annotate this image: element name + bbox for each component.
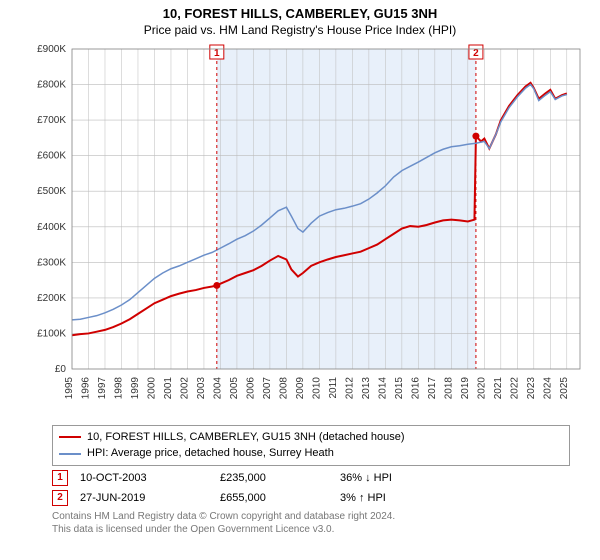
svg-text:2023: 2023 <box>526 376 537 399</box>
legend-row: HPI: Average price, detached house, Surr… <box>59 445 563 462</box>
svg-text:1999: 1999 <box>130 376 141 399</box>
svg-text:2016: 2016 <box>410 376 421 399</box>
svg-text:2013: 2013 <box>361 376 372 399</box>
svg-text:2010: 2010 <box>311 376 322 399</box>
svg-text:2014: 2014 <box>377 376 388 399</box>
sale-delta: 3% ↑ HPI <box>340 492 460 504</box>
legend-row: 10, FOREST HILLS, CAMBERLEY, GU15 3NH (d… <box>59 429 563 446</box>
svg-text:2006: 2006 <box>245 376 256 399</box>
svg-text:2011: 2011 <box>328 376 339 398</box>
sale-delta: 36% ↓ HPI <box>340 472 460 484</box>
svg-text:£0: £0 <box>55 364 67 375</box>
svg-text:2022: 2022 <box>509 376 520 399</box>
legend-label: HPI: Average price, detached house, Surr… <box>87 445 334 462</box>
svg-text:1995: 1995 <box>64 376 75 399</box>
sale-marker-badge: 1 <box>52 470 68 486</box>
sale-marker-badge: 2 <box>52 490 68 506</box>
title-line2: Price paid vs. HM Land Registry's House … <box>0 23 600 39</box>
footnote: Contains HM Land Registry data © Crown c… <box>52 510 570 536</box>
svg-text:£100K: £100K <box>37 328 66 339</box>
svg-text:1998: 1998 <box>113 376 124 399</box>
chart-container: 10, FOREST HILLS, CAMBERLEY, GU15 3NH Pr… <box>0 0 600 560</box>
svg-text:2004: 2004 <box>212 376 223 399</box>
svg-text:£500K: £500K <box>37 186 66 197</box>
sale-date: 10-OCT-2003 <box>80 472 220 484</box>
svg-text:2012: 2012 <box>344 376 355 399</box>
sales-table: 1 10-OCT-2003£235,00036% ↓ HPI 2 27-JUN-201… <box>52 470 570 506</box>
svg-text:2009: 2009 <box>295 376 306 399</box>
svg-text:2002: 2002 <box>179 376 190 399</box>
svg-text:1997: 1997 <box>97 376 108 399</box>
svg-text:2017: 2017 <box>427 376 438 399</box>
svg-text:2000: 2000 <box>146 376 157 399</box>
svg-text:1: 1 <box>214 48 220 59</box>
svg-text:2020: 2020 <box>476 376 487 399</box>
svg-text:£900K: £900K <box>37 44 66 55</box>
svg-text:2025: 2025 <box>559 376 570 399</box>
svg-text:2005: 2005 <box>229 376 240 399</box>
svg-text:£300K: £300K <box>37 257 66 268</box>
svg-text:2007: 2007 <box>262 376 273 399</box>
svg-text:2021: 2021 <box>493 376 504 399</box>
legend-swatch <box>59 453 81 455</box>
legend: 10, FOREST HILLS, CAMBERLEY, GU15 3NH (d… <box>52 425 570 466</box>
sale-date: 27-JUN-2019 <box>80 492 220 504</box>
svg-text:2001: 2001 <box>163 376 174 399</box>
line-chart-svg: £0 £100K £200K £300K £400K £500K £600K £700K £80… <box>20 39 590 419</box>
svg-text:2008: 2008 <box>278 376 289 399</box>
svg-text:£200K: £200K <box>37 293 66 304</box>
svg-text:£400K: £400K <box>37 222 66 233</box>
chart-area: £0 £100K £200K £300K £400K £500K £600K £700K £80… <box>20 39 590 419</box>
footnote-line2: This data is licensed under the Open Gov… <box>52 523 570 536</box>
svg-text:£600K: £600K <box>37 151 66 162</box>
title-line1: 10, FOREST HILLS, CAMBERLEY, GU15 3NH <box>0 0 600 23</box>
svg-text:2018: 2018 <box>443 376 454 399</box>
svg-text:£700K: £700K <box>37 115 66 126</box>
sale-price: £235,000 <box>220 472 340 484</box>
svg-text:2024: 2024 <box>542 376 553 399</box>
footnote-line1: Contains HM Land Registry data © Crown c… <box>52 510 570 523</box>
svg-text:2: 2 <box>473 48 479 59</box>
sale-price: £655,000 <box>220 492 340 504</box>
svg-text:2015: 2015 <box>394 376 405 399</box>
svg-text:£800K: £800K <box>37 79 66 90</box>
svg-text:1996: 1996 <box>80 376 91 399</box>
legend-swatch <box>59 436 81 438</box>
legend-label: 10, FOREST HILLS, CAMBERLEY, GU15 3NH (d… <box>87 429 405 446</box>
svg-text:2003: 2003 <box>196 376 207 399</box>
svg-text:2019: 2019 <box>460 376 471 399</box>
